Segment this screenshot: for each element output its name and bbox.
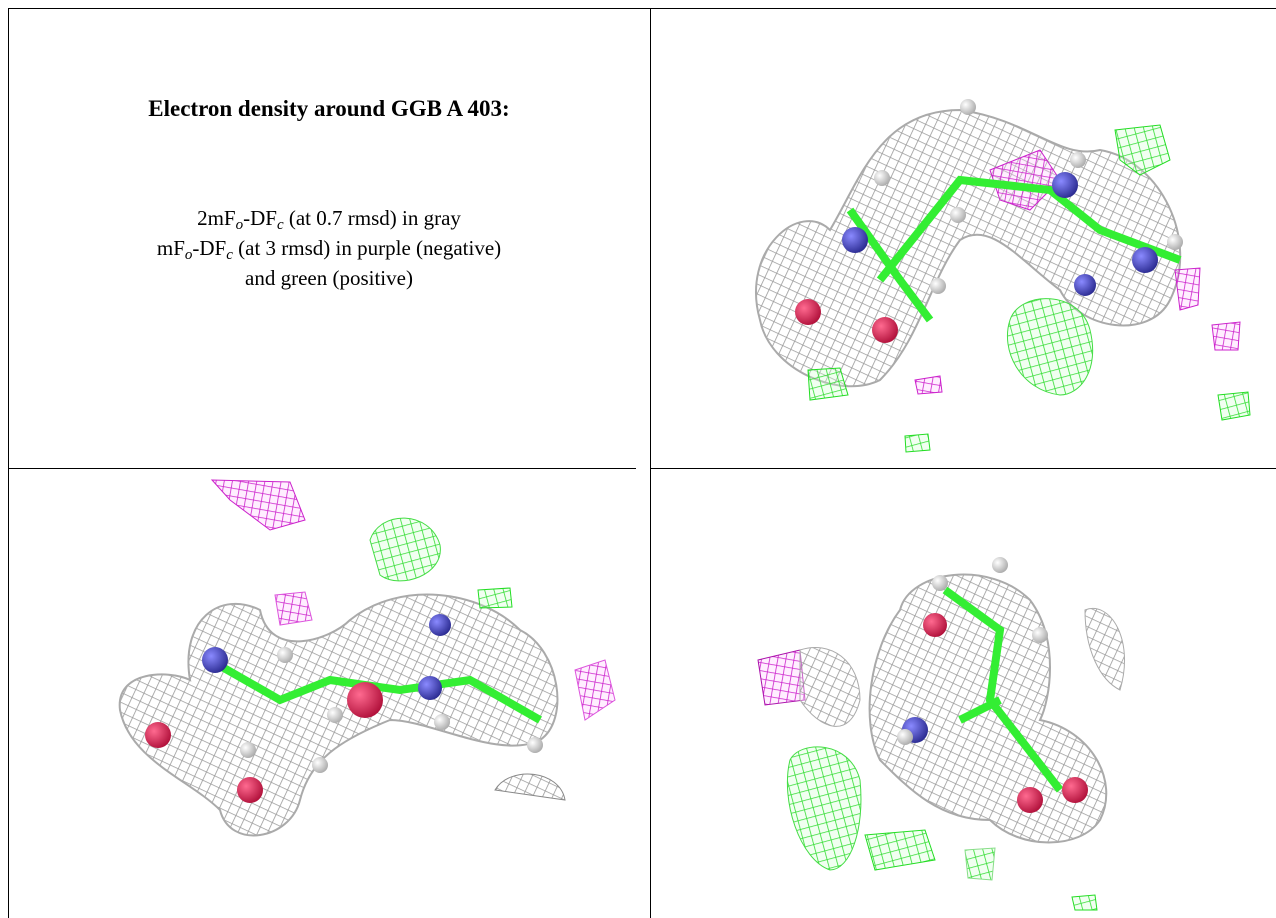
- caption-line: mFo-DFc (at 3 rmsd) in purple (negative): [10, 236, 648, 264]
- density-view-2: [118, 479, 616, 837]
- subscript: o: [184, 247, 193, 263]
- text: -DF: [192, 236, 227, 260]
- text: (at 0.7 rmsd) in gray: [283, 206, 461, 230]
- text: and green (positive): [245, 266, 413, 290]
- caption-line: 2mFo-DFc (at 0.7 rmsd) in gray: [10, 206, 648, 234]
- density-view-1: [755, 99, 1251, 453]
- text: 2mF: [197, 206, 236, 230]
- subscript: c: [226, 247, 233, 263]
- caption-line: and green (positive): [10, 266, 648, 291]
- caption: Electron density around GGB A 403: 2mFo-…: [10, 10, 648, 466]
- subscript: c: [276, 217, 284, 233]
- table-lines: [8, 8, 1276, 918]
- subscript: o: [235, 217, 244, 233]
- text: -DF: [243, 206, 277, 230]
- text: (at 3 rmsd) in purple (negative): [232, 236, 502, 260]
- density-view-3: [757, 557, 1125, 911]
- caption-title: Electron density around GGB A 403:: [148, 96, 510, 121]
- text: mF: [156, 236, 185, 260]
